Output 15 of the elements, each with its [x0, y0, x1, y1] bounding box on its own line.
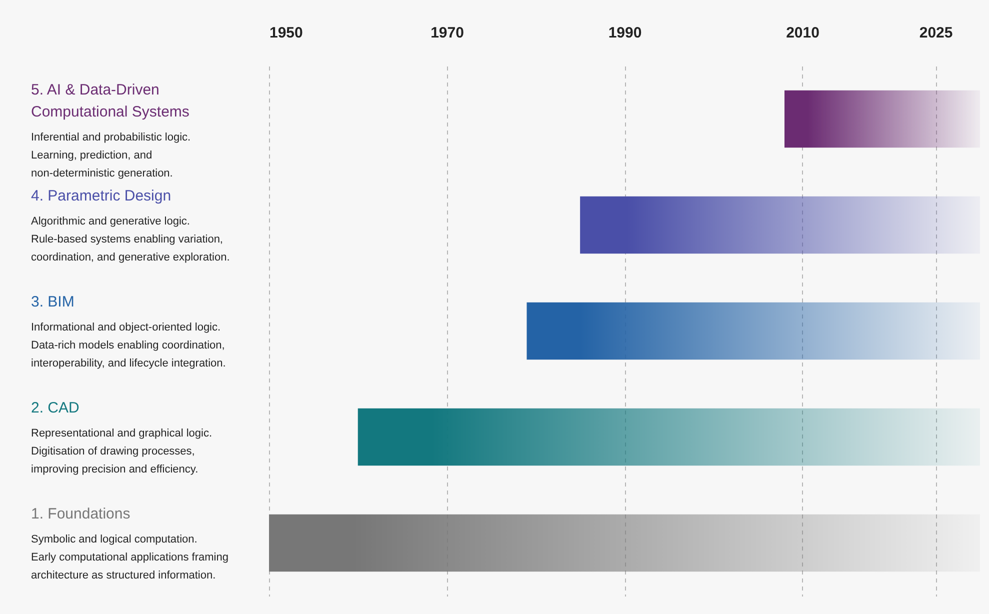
x-tick-label: 2025 [919, 24, 953, 42]
text: Algorithmic and generative logic. Rule-based systems enabling variation, coordination, and generative exploration. [31, 215, 230, 264]
y-tick-label: 5. AI & Data-Driven Computational Systems [31, 81, 190, 120]
x-tick-label: 1950 [270, 24, 303, 42]
x-tick-label: 2010 [786, 24, 820, 42]
y-tick-label: 4. Parametric Design [31, 187, 172, 204]
text: Informational and object-oriented logic. Data-rich models enabling coordination, interoperability, and lifecycle integration. [31, 321, 226, 370]
y-tick-label: 1. Foundations [31, 505, 130, 522]
y-tick-label: 2. CAD [31, 399, 80, 416]
x-tick-label: 1990 [608, 24, 642, 42]
x-tick-label: 1970 [430, 24, 464, 42]
text: Inferential and probabilistic logic. Learning, prediction, and non-deterministic generation. [31, 131, 191, 180]
y-tick-label: 3. BIM [31, 293, 74, 310]
text: Symbolic and logical computation. Early computational applications framing architecture as structured information. [31, 533, 228, 582]
text: Representational and graphical logic. Digitisation of drawing processes, improving precision and efficiency. [31, 427, 212, 476]
